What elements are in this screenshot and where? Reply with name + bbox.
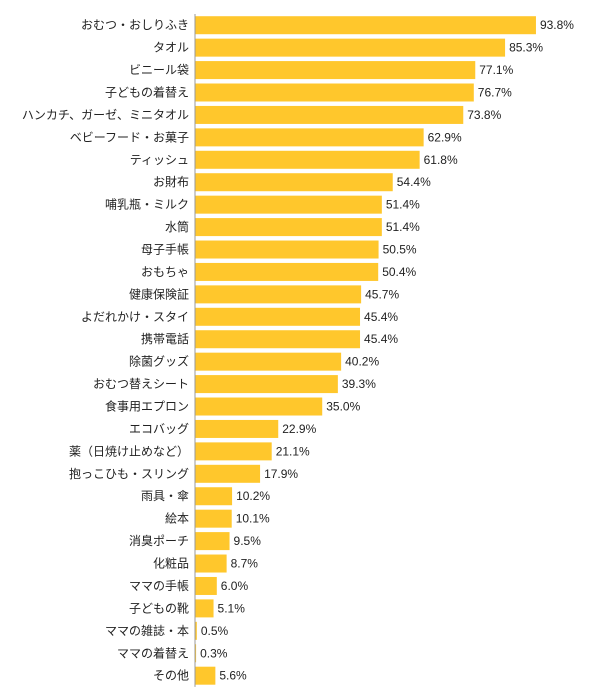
category-label: 化粧品 (153, 557, 189, 571)
bar (195, 262, 379, 281)
category-label: 除菌グッズ (129, 354, 189, 369)
category-label: 健康保険証 (129, 286, 189, 301)
bar (195, 554, 227, 573)
bar (195, 487, 233, 506)
category-labels-group: おむつ・おしりふきタオルビニール袋子どもの着替えハンカチ、ガーゼ、ミニタオルベビ… (22, 18, 189, 682)
category-label: 哺乳瓶・ミルク (105, 198, 189, 212)
bar (195, 285, 362, 304)
category-label: その他 (153, 669, 189, 683)
bar (195, 666, 216, 685)
category-label: おむつ替えシート (93, 377, 189, 391)
value-label: 21.1% (276, 444, 310, 458)
category-label: おむつ・おしりふき (81, 18, 189, 32)
value-label: 10.2% (236, 489, 270, 503)
bar (195, 195, 382, 214)
category-label: よだれかけ・スタイ (81, 310, 189, 324)
value-label: 5.6% (219, 669, 247, 683)
bar (195, 16, 536, 35)
bar (195, 38, 506, 57)
bar (195, 352, 342, 371)
value-label: 76.7% (478, 86, 512, 100)
bar (195, 218, 382, 237)
bar (195, 375, 338, 394)
value-label: 0.5% (201, 624, 229, 638)
bar (195, 83, 474, 102)
value-label: 54.4% (397, 175, 431, 189)
value-label: 77.1% (479, 63, 513, 77)
bar (195, 330, 361, 349)
bar (195, 150, 420, 169)
value-label: 8.7% (231, 557, 259, 571)
category-label: 薬（日焼け止めなど） (69, 444, 189, 458)
value-label: 17.9% (264, 467, 298, 481)
category-label: ビニール袋 (129, 63, 189, 77)
category-label: ハンカチ、ガーゼ、ミニタオル (22, 108, 189, 122)
value-label: 45.4% (364, 332, 398, 346)
value-label: 51.4% (386, 198, 420, 212)
value-label: 5.1% (218, 601, 246, 615)
bar (195, 509, 232, 528)
value-label: 9.5% (234, 534, 262, 548)
category-label: ママの雑誌・本 (105, 623, 189, 638)
value-label: 62.9% (428, 130, 462, 144)
category-label: 絵本 (165, 511, 189, 526)
category-label: ママの手帳 (129, 579, 189, 593)
bar (195, 576, 217, 595)
category-label: 携帯電話 (141, 331, 189, 346)
value-label: 50.5% (383, 243, 417, 257)
category-label: おもちゃ (141, 265, 189, 279)
category-label: お財布 (153, 174, 189, 189)
category-label: 食事用エプロン (105, 399, 189, 414)
category-label: 消臭ポーチ (129, 533, 189, 548)
value-label: 61.8% (424, 153, 458, 167)
category-label: 子どもの着替え (105, 85, 189, 100)
value-label: 50.4% (382, 265, 416, 279)
bar (195, 419, 279, 438)
category-label: 子どもの靴 (129, 601, 189, 615)
value-label: 93.8% (540, 18, 574, 32)
category-label: エコバッグ (129, 422, 189, 436)
category-label: 母子手帳 (141, 243, 189, 257)
bar (195, 532, 230, 551)
bar (195, 105, 464, 124)
category-label: ベビーフード・お菓子 (70, 130, 189, 144)
category-label: ティッシュ (130, 153, 189, 167)
value-label: 85.3% (509, 41, 543, 55)
bars-group (195, 16, 536, 685)
value-labels-group: 93.8% 85.3% 77.1% 76.7% 73.8% 62.9% 61.8% 54.4%… (200, 18, 574, 682)
bar (195, 621, 197, 640)
value-label: 45.7% (365, 287, 399, 301)
bar (195, 464, 261, 483)
value-label: 40.2% (345, 355, 379, 369)
value-label: 51.4% (386, 220, 420, 234)
category-label: タオル (153, 41, 189, 55)
value-label: 45.4% (364, 310, 398, 324)
value-label: 10.1% (236, 512, 270, 526)
value-label: 73.8% (467, 108, 501, 122)
category-label: 抱っこひも・スリング (69, 466, 189, 481)
bar (195, 599, 214, 618)
value-label: 0.3% (200, 646, 228, 660)
value-label: 22.9% (282, 422, 316, 436)
bar (195, 397, 323, 416)
category-label: 雨具・傘 (141, 489, 189, 503)
bar (195, 644, 197, 663)
bar (195, 61, 476, 80)
bar (195, 173, 393, 192)
bar (195, 128, 424, 147)
category-label: 水筒 (165, 219, 189, 234)
value-label: 35.0% (326, 400, 360, 414)
bar (195, 442, 272, 461)
value-label: 6.0% (221, 579, 249, 593)
value-label: 39.3% (342, 377, 376, 391)
category-label: ママの着替え (117, 645, 189, 660)
bar (195, 240, 379, 259)
bar (195, 307, 361, 326)
